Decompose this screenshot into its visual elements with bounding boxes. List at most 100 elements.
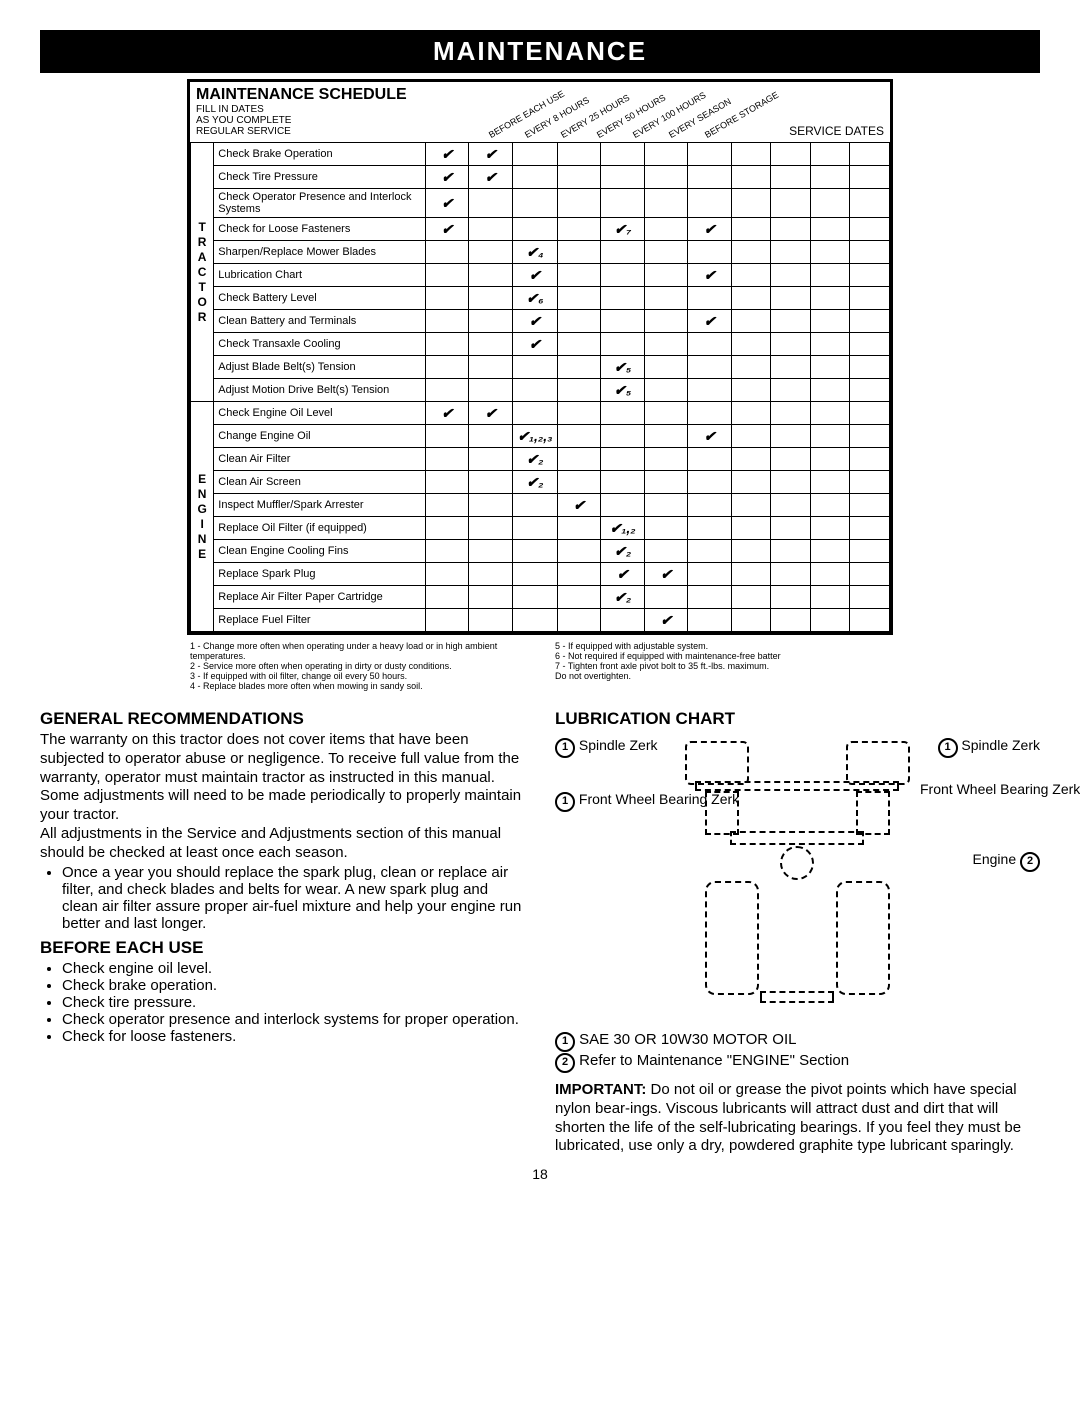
lube-label-spindle-r: 1 Spindle Zerk — [938, 737, 1040, 758]
check-cell — [513, 379, 558, 402]
check-cell — [469, 494, 513, 517]
service-date-cell — [810, 356, 849, 379]
service-date-cell — [771, 287, 810, 310]
schedule-column-headers: BEFORE EACH USE EVERY 8 HOURS EVERY 25 H… — [482, 82, 890, 142]
check-cell — [557, 264, 601, 287]
check-cell — [688, 287, 732, 310]
service-date-cell — [732, 310, 771, 333]
service-date-cell — [732, 143, 771, 166]
left-column: GENERAL RECOMMENDATIONS The warranty on … — [40, 705, 525, 1156]
check-cell: ✔₂ — [601, 540, 645, 563]
check-cell — [469, 310, 513, 333]
service-date-cell — [771, 448, 810, 471]
table-row: Inspect Muffler/Spark Arrester✔ — [191, 494, 890, 517]
service-date-cell — [810, 287, 849, 310]
task-cell: Replace Oil Filter (if equipped) — [214, 517, 426, 540]
task-cell: Replace Air Filter Paper Cartridge — [214, 586, 426, 609]
check-cell — [688, 402, 732, 425]
check-cell — [557, 586, 601, 609]
service-date-cell — [771, 563, 810, 586]
service-date-cell — [850, 189, 890, 218]
check-cell: ✔₂ — [513, 448, 558, 471]
check-cell — [688, 143, 732, 166]
service-date-cell — [850, 241, 890, 264]
check-cell — [513, 517, 558, 540]
check-cell — [688, 517, 732, 540]
table-row: Replace Fuel Filter✔ — [191, 609, 890, 632]
check-cell — [469, 586, 513, 609]
check-cell — [425, 540, 469, 563]
check-cell — [513, 586, 558, 609]
check-cell — [557, 143, 601, 166]
check-cell: ✔ — [644, 563, 688, 586]
table-row: Check for Loose Fasteners✔✔₇✔ — [191, 218, 890, 241]
service-date-cell — [771, 425, 810, 448]
before-item: Check for loose fasteners. — [62, 1028, 525, 1045]
check-cell — [469, 471, 513, 494]
check-cell — [513, 166, 558, 189]
check-cell — [557, 218, 601, 241]
check-cell: ✔ — [644, 609, 688, 632]
task-cell: Clean Engine Cooling Fins — [214, 540, 426, 563]
check-cell — [601, 189, 645, 218]
check-cell — [601, 310, 645, 333]
service-dates-label: SERVICE DATES — [789, 124, 884, 138]
check-cell — [688, 241, 732, 264]
table-row: Lubrication Chart✔✔ — [191, 264, 890, 287]
check-cell — [644, 402, 688, 425]
footnote: 4 - Replace blades more often when mowin… — [190, 681, 525, 691]
task-cell: Clean Air Screen — [214, 471, 426, 494]
table-row: Clean Air Screen✔₂ — [191, 471, 890, 494]
service-date-cell — [850, 379, 890, 402]
table-row: Adjust Blade Belt(s) Tension✔₅ — [191, 356, 890, 379]
check-cell — [644, 241, 688, 264]
schedule-sub2: AS YOU COMPLETE — [196, 115, 476, 126]
check-cell — [425, 264, 469, 287]
service-date-cell — [850, 540, 890, 563]
check-cell — [469, 609, 513, 632]
lube-heading: LUBRICATION CHART — [555, 709, 1040, 729]
check-cell: ✔₅ — [601, 379, 645, 402]
check-cell — [513, 356, 558, 379]
check-cell — [688, 586, 732, 609]
check-cell — [513, 609, 558, 632]
check-cell — [644, 494, 688, 517]
service-date-cell — [732, 218, 771, 241]
service-date-cell — [732, 563, 771, 586]
service-date-cell — [732, 494, 771, 517]
check-cell — [688, 379, 732, 402]
table-row: Clean Battery and Terminals✔✔ — [191, 310, 890, 333]
check-cell — [425, 241, 469, 264]
check-cell — [557, 189, 601, 218]
check-cell — [425, 333, 469, 356]
check-cell — [688, 189, 732, 218]
service-date-cell — [771, 166, 810, 189]
service-date-cell — [732, 586, 771, 609]
service-date-cell — [810, 241, 849, 264]
task-cell: Adjust Blade Belt(s) Tension — [214, 356, 426, 379]
check-cell — [469, 189, 513, 218]
check-cell — [644, 333, 688, 356]
service-date-cell — [732, 471, 771, 494]
schedule-sub3: REGULAR SERVICE — [196, 126, 476, 137]
service-date-cell — [810, 494, 849, 517]
check-cell — [557, 287, 601, 310]
table-row: ENGINECheck Engine Oil Level✔✔ — [191, 402, 890, 425]
check-cell — [557, 166, 601, 189]
check-cell — [425, 356, 469, 379]
check-cell — [425, 471, 469, 494]
task-cell: Adjust Motion Drive Belt(s) Tension — [214, 379, 426, 402]
check-cell: ✔ — [425, 166, 469, 189]
lube-label-fwbz-l: 1 Front Wheel Bearing Zerk — [555, 791, 655, 812]
check-cell: ✔ — [425, 189, 469, 218]
check-cell — [513, 540, 558, 563]
check-cell — [425, 379, 469, 402]
check-cell: ✔ — [688, 425, 732, 448]
check-cell — [425, 563, 469, 586]
check-cell — [644, 425, 688, 448]
table-row: Replace Spark Plug✔✔ — [191, 563, 890, 586]
check-cell — [688, 563, 732, 586]
service-date-cell — [850, 494, 890, 517]
service-date-cell — [732, 189, 771, 218]
check-cell — [601, 241, 645, 264]
